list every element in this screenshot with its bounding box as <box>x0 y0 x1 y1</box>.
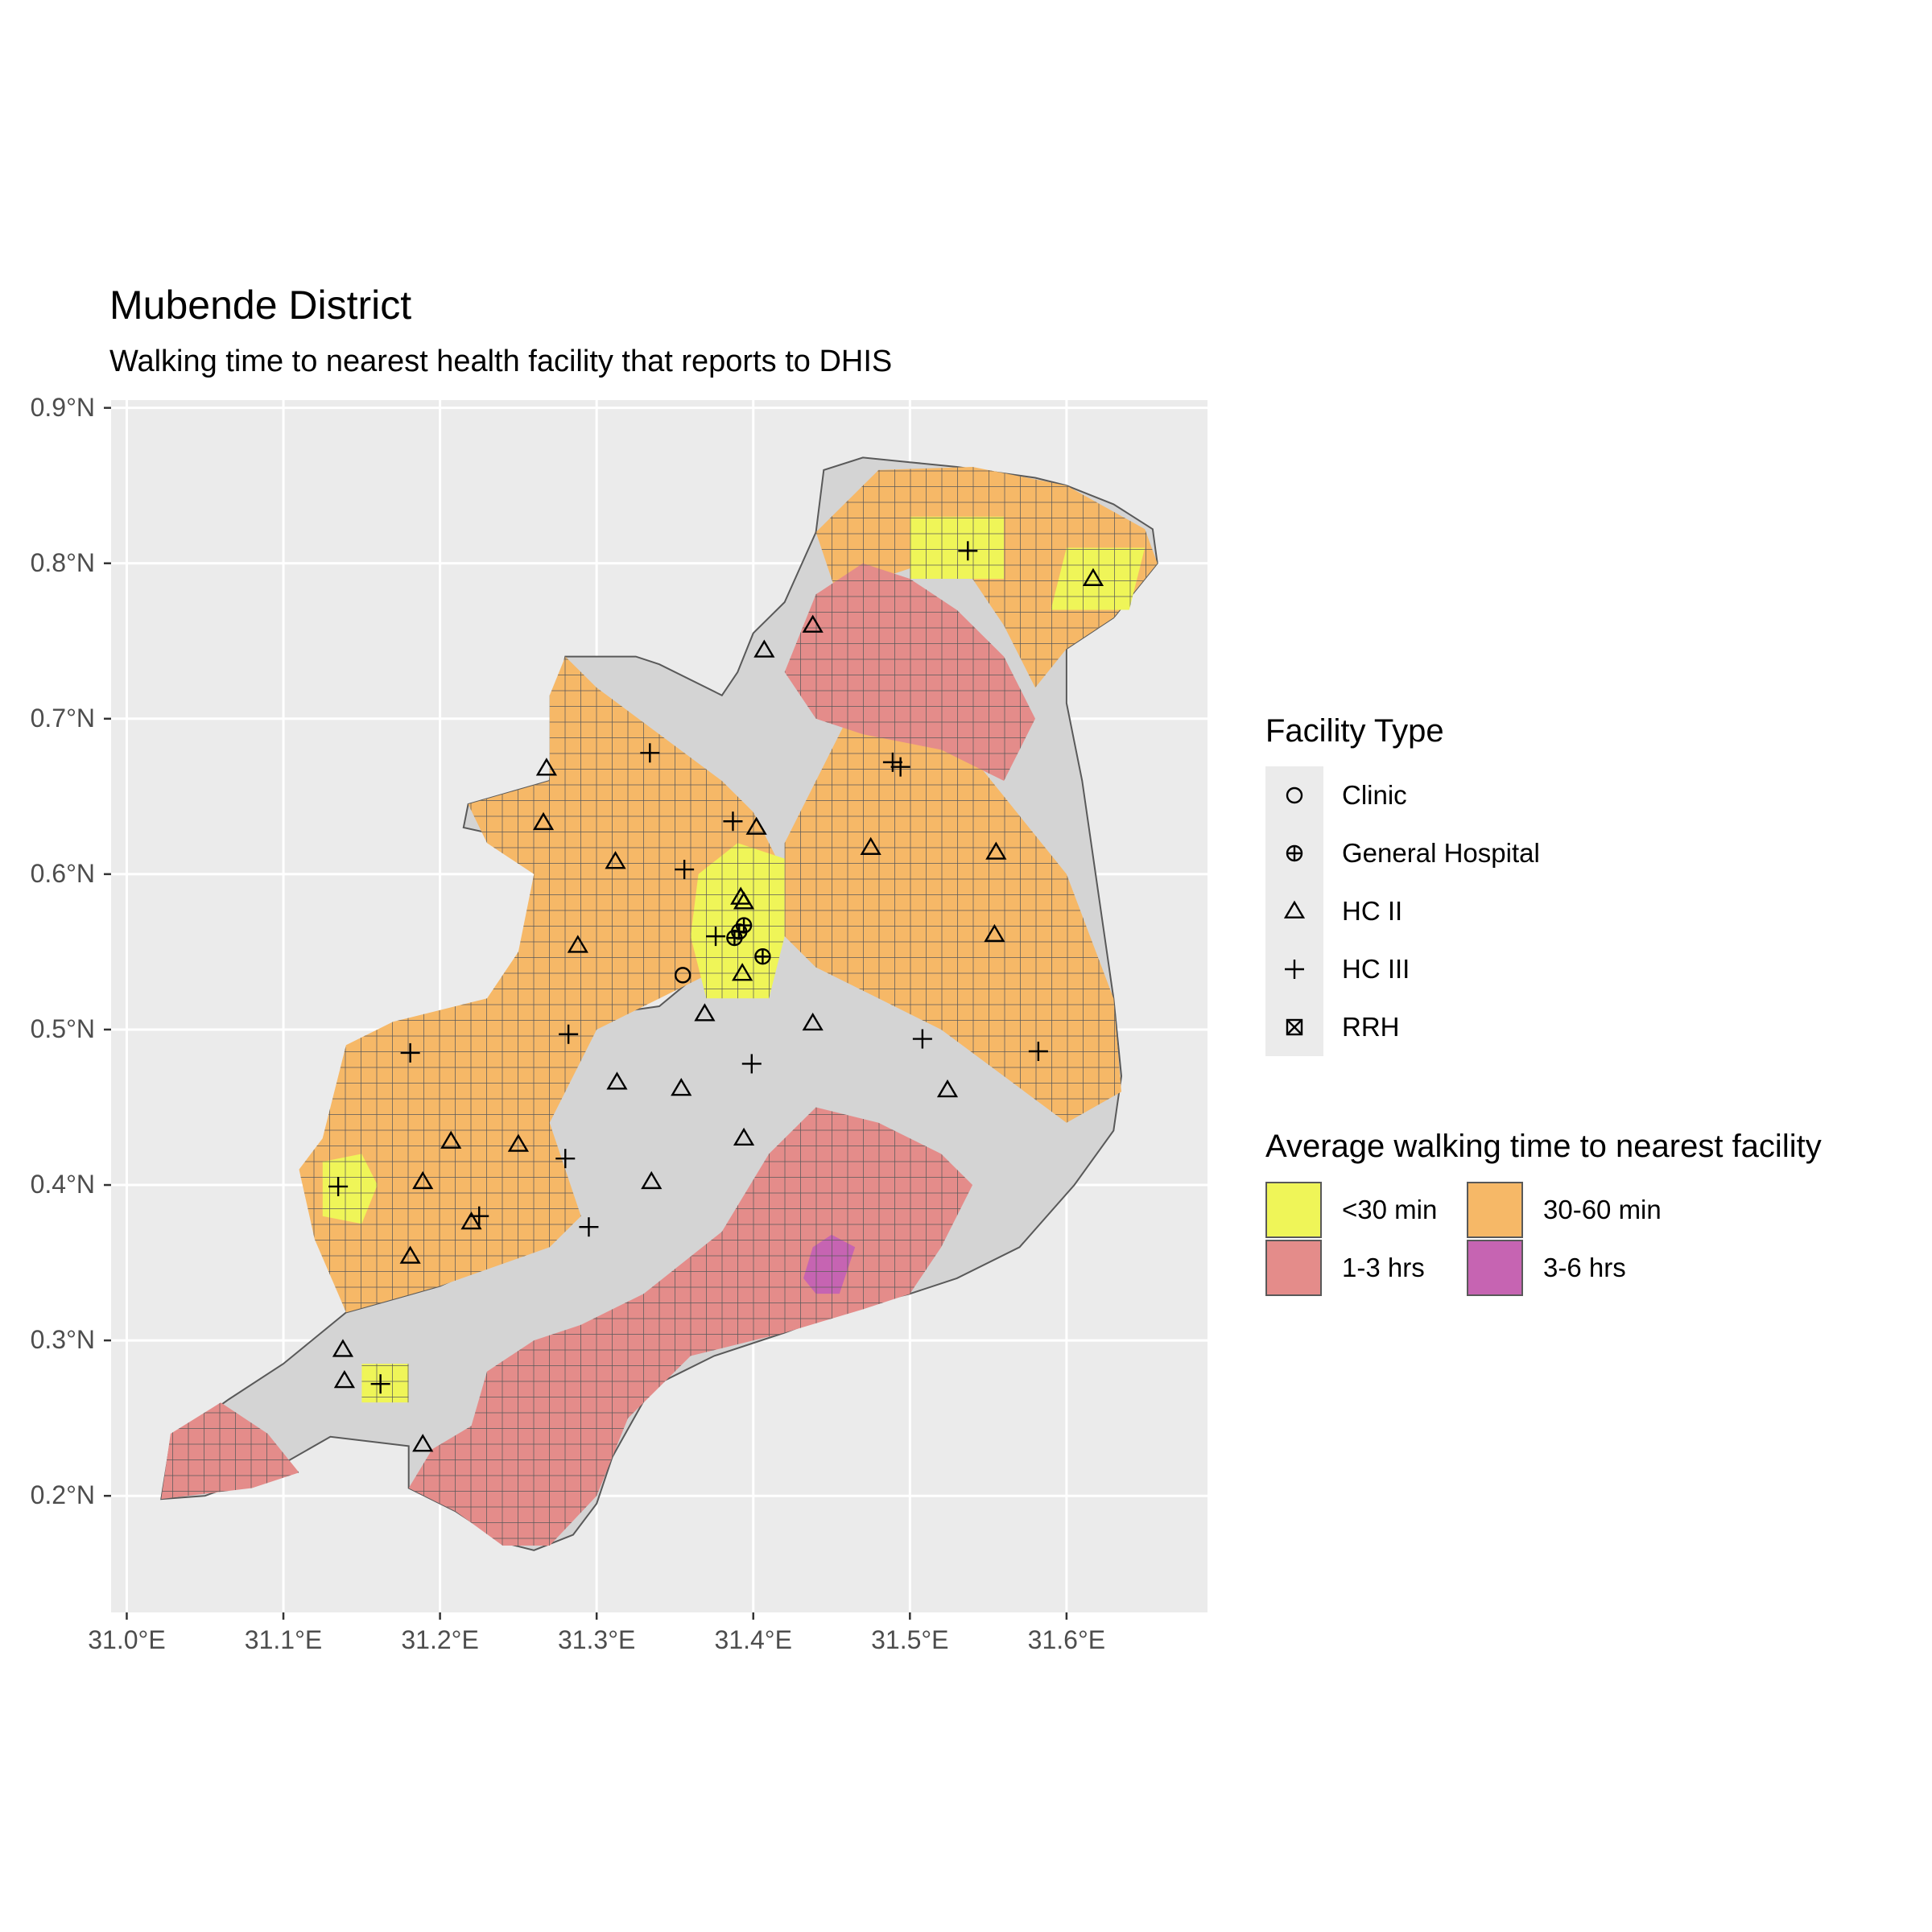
facility-marker <box>332 1339 354 1357</box>
facility-marker <box>400 1042 420 1063</box>
x-tick-label: 31.6°E <box>1027 1625 1106 1654</box>
facility-marker <box>532 811 555 831</box>
facility-marker <box>567 935 588 953</box>
facility-marker <box>412 1434 434 1452</box>
facility-marker <box>412 1170 434 1190</box>
x-tick-label: 31.3°E <box>557 1625 636 1654</box>
facility-marker <box>333 1369 356 1389</box>
triangle-icon <box>1283 900 1306 919</box>
facility-marker <box>890 757 910 777</box>
facility-marker <box>958 541 978 561</box>
facility-marker <box>399 1245 421 1264</box>
time-legend-swatch <box>1467 1240 1523 1296</box>
facility-marker <box>985 841 1007 860</box>
facility-marker <box>641 1170 663 1190</box>
facility-marker <box>912 1029 932 1049</box>
facility-marker <box>733 891 755 910</box>
facility-marker <box>733 1127 755 1146</box>
facility-marker <box>675 860 695 880</box>
facility-marker <box>936 1079 959 1098</box>
plus-icon <box>1285 960 1304 979</box>
facility-legend-label: HC II <box>1342 896 1403 926</box>
x-tick-label: 31.4°E <box>714 1625 792 1654</box>
facility-legend-label: HC III <box>1342 954 1410 984</box>
time-legend-label: 30-60 min <box>1543 1195 1662 1224</box>
facility-marker <box>706 927 726 947</box>
time-legend-swatch <box>1265 1182 1322 1238</box>
x-tick-label: 31.1°E <box>244 1625 323 1654</box>
time-legend-swatch <box>1265 1240 1322 1296</box>
facility-marker <box>754 948 771 965</box>
facility-marker <box>469 1206 489 1226</box>
facility-marker <box>640 743 660 763</box>
x-tick-label: 31.0°E <box>88 1625 166 1654</box>
facility-markers <box>328 541 1104 1452</box>
facility-legend-title: Facility Type <box>1265 713 1444 749</box>
map-title: Mubende District <box>109 283 412 328</box>
circle-icon <box>1286 786 1303 804</box>
y-tick-label: 0.6°N <box>30 858 95 888</box>
facility-marker <box>753 639 775 658</box>
circle-plus-icon <box>1286 844 1303 862</box>
facility-marker <box>1082 568 1104 586</box>
time-legend-label: 1-3 hrs <box>1342 1253 1425 1282</box>
facility-legend-key-background <box>1265 766 1323 1056</box>
y-tick-label: 0.7°N <box>30 703 95 733</box>
facility-legend-label: RRH <box>1342 1012 1400 1042</box>
axis-ticks <box>104 407 1068 1620</box>
facility-marker <box>370 1374 390 1394</box>
facility-marker <box>860 836 881 855</box>
square-cross-icon <box>1286 1018 1303 1036</box>
facility-marker <box>605 851 626 869</box>
facility-marker <box>1028 1041 1048 1061</box>
facility-marker <box>984 923 1005 943</box>
facility-marker <box>535 758 558 776</box>
facility-marker <box>555 1149 576 1169</box>
map-subtitle: Walking time to nearest health facility … <box>109 345 893 378</box>
facility-marker <box>802 1012 824 1031</box>
y-tick-label: 0.9°N <box>30 392 95 422</box>
facility-marker <box>328 1176 349 1196</box>
x-tick-label: 31.2°E <box>401 1625 479 1654</box>
facility-marker <box>460 1212 482 1230</box>
facility-marker <box>694 1003 716 1022</box>
walking-time-zone <box>910 516 1005 579</box>
x-tick-label: 31.5°E <box>871 1625 949 1654</box>
facility-marker <box>741 1054 762 1074</box>
facility-legend-label: Clinic <box>1342 780 1407 810</box>
facility-marker <box>606 1071 628 1090</box>
facility-marker <box>671 1077 692 1096</box>
facility-marker <box>440 1130 462 1149</box>
y-tick-label: 0.2°N <box>30 1480 95 1510</box>
time-legend-swatch <box>1467 1182 1523 1238</box>
y-tick-label: 0.8°N <box>30 547 95 577</box>
y-tick-label: 0.4°N <box>30 1170 95 1199</box>
facility-legend-keys <box>1283 786 1306 1036</box>
time-legend-title: Average walking time to nearest facility <box>1265 1129 1822 1164</box>
facility-marker <box>674 967 691 984</box>
y-tick-label: 0.5°N <box>30 1013 95 1043</box>
time-legend-label: 3-6 hrs <box>1543 1253 1626 1282</box>
facility-marker <box>723 811 743 832</box>
facility-marker <box>735 917 753 934</box>
facility-marker <box>882 752 902 772</box>
time-legend-label: <30 min <box>1342 1195 1438 1224</box>
facility-legend-label: General Hospital <box>1342 838 1540 868</box>
facility-marker <box>559 1024 579 1044</box>
y-tick-label: 0.3°N <box>30 1325 95 1355</box>
facility-marker <box>745 816 767 835</box>
facility-marker <box>507 1133 529 1152</box>
facility-marker <box>732 963 753 981</box>
facility-marker <box>579 1217 599 1237</box>
facility-marker <box>802 614 824 633</box>
